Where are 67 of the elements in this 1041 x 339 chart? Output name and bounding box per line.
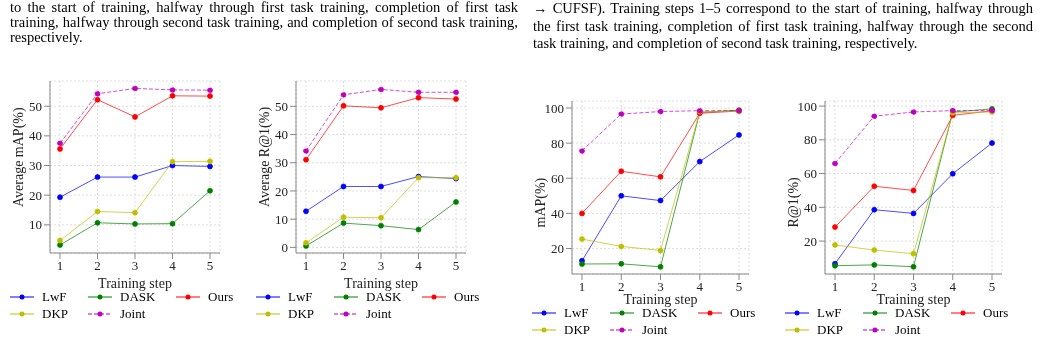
legend-label: Ours xyxy=(983,304,1009,321)
x-tick-label: 1 xyxy=(302,258,310,274)
legend-label: Joint xyxy=(642,321,668,338)
y-tick-label: 60 xyxy=(804,166,817,182)
y-tick-label: 50 xyxy=(29,98,42,114)
x-tick-label: 4 xyxy=(696,279,704,295)
y-tick-label: 40 xyxy=(275,127,288,143)
y-tick-label: 40 xyxy=(804,199,817,215)
legend-label: DKP xyxy=(288,305,315,322)
y-tick-label: 30 xyxy=(29,158,42,174)
y-tick-label: 20 xyxy=(804,233,817,249)
y-tick-label: 40 xyxy=(551,206,564,222)
legend-label: Joint xyxy=(895,321,921,338)
x-tick-label: 4 xyxy=(415,258,423,274)
x-tick-label: 4 xyxy=(169,258,177,274)
y-tick-label: 80 xyxy=(551,135,564,151)
legend-label: LwF xyxy=(817,304,842,321)
legend-label: Ours xyxy=(730,304,756,321)
legend-label: DKP xyxy=(817,321,844,338)
legend-label: Joint xyxy=(366,305,392,322)
legend-label: LwF xyxy=(564,304,589,321)
y-tick-label: 10 xyxy=(29,217,42,233)
x-axis-title: Training step xyxy=(623,292,698,307)
y-tick-label: 40 xyxy=(29,128,42,144)
x-tick-label: 3 xyxy=(377,258,385,274)
y-tick-label: 20 xyxy=(275,183,288,199)
y-tick-label: 60 xyxy=(551,170,564,186)
legend-label: LwF xyxy=(42,288,67,305)
y-tick-label: 20 xyxy=(551,241,564,257)
x-tick-label: 2 xyxy=(94,258,101,274)
legend-label: Ours xyxy=(454,288,480,305)
x-axis-title: Training step xyxy=(98,276,172,291)
x-tick-label: 3 xyxy=(657,279,664,295)
legend-label: Ours xyxy=(208,288,234,305)
x-tick-label: 5 xyxy=(988,279,996,295)
x-axis-title: Training step xyxy=(344,276,418,291)
y-tick-label: 30 xyxy=(275,155,288,171)
legend-label: LwF xyxy=(288,288,313,305)
y-axis-title: R@1(%) xyxy=(785,176,802,228)
x-tick-label: 3 xyxy=(910,279,917,295)
text: to the start of training, halfway through first task training, completion of first task training, halfway through second task training, and completion of second task training, respectively. xyxy=(10,0,518,45)
x-tick-label: 2 xyxy=(340,258,347,274)
y-tick-label: 20 xyxy=(29,187,42,203)
x-tick-label: 5 xyxy=(206,258,214,274)
legend-label: Joint xyxy=(120,305,146,322)
y-tick-label: 50 xyxy=(275,98,288,114)
legend-label: DKP xyxy=(564,321,591,338)
legend-label: DKP xyxy=(42,305,69,322)
x-tick-label: 2 xyxy=(871,279,878,295)
x-axis-title: Training step xyxy=(876,292,951,307)
y-axis-title: Average R@1(%) xyxy=(256,106,273,207)
x-tick-label: 2 xyxy=(618,279,625,295)
x-tick-label: 1 xyxy=(831,279,839,295)
x-tick-label: 5 xyxy=(735,279,743,295)
x-tick-label: 4 xyxy=(949,279,957,295)
y-axis-title: Average mAP(%) xyxy=(10,107,27,207)
y-tick-label: 100 xyxy=(797,98,817,114)
x-tick-label: 5 xyxy=(452,258,460,274)
y-tick-label: 100 xyxy=(544,100,564,116)
y-tick-label: 10 xyxy=(275,211,288,227)
x-tick-label: 3 xyxy=(131,258,139,274)
x-tick-label: 1 xyxy=(578,279,586,295)
x-tick-label: 1 xyxy=(56,258,64,274)
y-tick-label: 0 xyxy=(281,239,288,255)
y-tick-label: 80 xyxy=(804,132,817,148)
text: → CUFSF). Training steps 1–5 correspond to the start of training, halfway through the first task training, completion of first task training, halfway through the second task training, and completion of second task training, respectively. xyxy=(533,0,1033,53)
y-axis-title: mAP(%) xyxy=(532,177,549,228)
